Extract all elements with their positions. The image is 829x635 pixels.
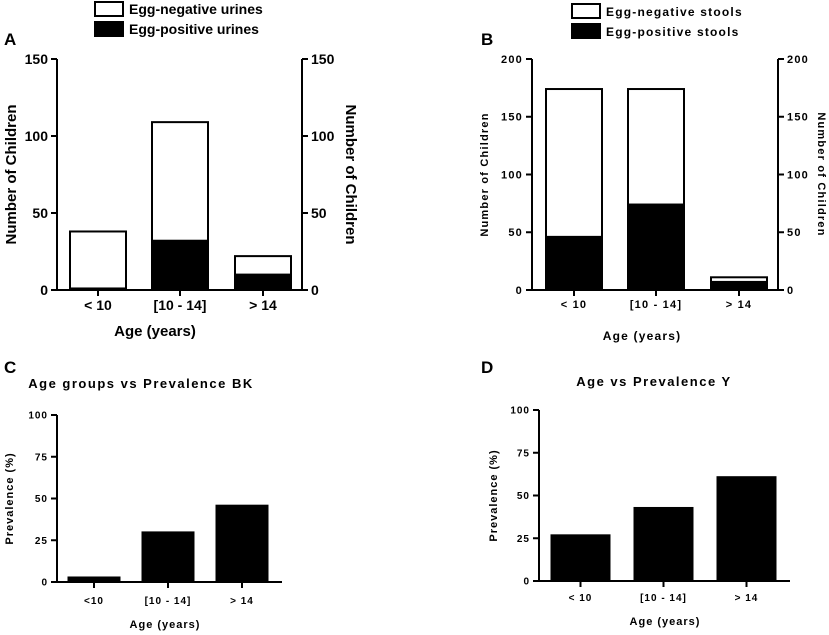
x-tick-label: [10 - 14] [640, 593, 687, 604]
y-tick-label: 100 [25, 128, 49, 144]
y-tick-label-right: 150 [787, 112, 809, 124]
y-tick-label: 25 [517, 534, 530, 545]
y-tick-label-right: 0 [787, 285, 794, 297]
y-tick-label: 150 [501, 112, 523, 124]
y-tick-label: 25 [35, 536, 48, 547]
panel-a: A 0 0 50 50 100 100 150 150 < 10 [10 - 14] > 14 Age… [3, 1, 359, 340]
y-tick-label-right: 200 [787, 54, 809, 66]
y-tick-label-right: 0 [311, 282, 319, 298]
x-axis-label: Age (years) [130, 619, 201, 631]
legend-label: Egg-positive stools [606, 25, 739, 39]
y-tick-label: 50 [32, 205, 48, 221]
legend-swatch [571, 23, 601, 39]
legend-label: Egg-positive urines [129, 21, 259, 37]
panel-letter-c: C [4, 358, 16, 377]
y-axis-label: Prevalence (%) [4, 452, 16, 544]
y-tick-label: 50 [508, 227, 523, 239]
y-tick-label-right: 100 [311, 128, 335, 144]
bar [67, 576, 121, 583]
bar [151, 121, 209, 242]
x-tick-label: > 14 [726, 299, 753, 311]
y-tick-label-right: 150 [311, 51, 335, 67]
x-tick-label: > 14 [230, 596, 254, 607]
panel-b: B 0 0 50 50 100 100 150 150 200 200 < 10 [10 - 14] >… [479, 3, 827, 343]
y-axis-label-right: Number of Children [342, 104, 359, 244]
x-tick-label: <10 [84, 596, 104, 607]
x-tick-label: < 10 [569, 593, 593, 604]
x-axis-label: Age (years) [630, 616, 701, 628]
y-axis-label: Number of Children [3, 104, 20, 244]
y-tick-label: 50 [35, 494, 48, 505]
panel-c: C Age groups vs Prevalence BK 0 25 50 75 100… [4, 358, 282, 631]
panel-letter-b: B [481, 30, 493, 49]
y-axis-label-right: Number of Children [815, 112, 827, 236]
bar [710, 280, 768, 292]
bar [151, 239, 209, 291]
y-tick-label-right: 50 [787, 227, 802, 239]
x-axis-label: Age (years) [603, 329, 682, 343]
legend-swatch [94, 1, 124, 17]
x-tick-label: < 10 [561, 299, 588, 311]
x-tick-label: > 14 [249, 297, 277, 313]
y-tick-label: 0 [40, 282, 48, 298]
panel-letter-d: D [481, 358, 493, 377]
bar [627, 88, 685, 206]
bar [234, 273, 292, 292]
y-tick-label: 0 [41, 578, 48, 589]
bar [141, 531, 195, 583]
legend-label: Egg-negative urines [129, 1, 263, 17]
bar [545, 88, 603, 238]
legend-swatch [94, 21, 124, 37]
y-tick-label: 100 [510, 406, 530, 417]
x-tick-label: < 10 [84, 297, 112, 313]
bar [234, 255, 292, 276]
y-tick-label: 0 [523, 577, 530, 588]
chart-title-d: Age vs Prevalence Y [576, 374, 731, 389]
bar [627, 203, 685, 291]
chart-title-c: Age groups vs Prevalence BK [28, 376, 253, 391]
panel-d: D Age vs Prevalence Y 0 25 50 75 100 < 10 [10 … [481, 358, 790, 628]
bar [716, 476, 777, 582]
y-tick-label: 0 [516, 285, 523, 297]
y-axis-label: Number of Children [479, 112, 491, 236]
bar [550, 534, 611, 582]
y-tick-label-right: 50 [311, 205, 327, 221]
bar [69, 230, 127, 290]
x-tick-label: [10 - 14] [145, 596, 192, 607]
y-axis-label: Prevalence (%) [488, 449, 500, 541]
x-tick-label: > 14 [735, 593, 759, 604]
legend-label: Egg-negative stools [606, 5, 743, 19]
bar [215, 504, 269, 583]
y-tick-label: 50 [517, 491, 530, 502]
x-tick-label: [10 - 14] [630, 299, 682, 311]
y-tick-label: 150 [25, 51, 49, 67]
bar [545, 235, 603, 291]
y-tick-label: 200 [501, 54, 523, 66]
bar [633, 506, 694, 582]
y-tick-label: 100 [501, 169, 523, 181]
panel-letter-a: A [4, 30, 16, 49]
x-axis-label: Age (years) [114, 323, 196, 340]
bar [710, 276, 768, 283]
y-tick-label-right: 100 [787, 169, 809, 181]
y-tick-label: 75 [35, 452, 48, 463]
y-tick-label: 100 [28, 411, 48, 422]
legend-swatch [571, 3, 601, 19]
x-tick-label: [10 - 14] [154, 297, 207, 313]
y-tick-label: 75 [517, 448, 530, 459]
